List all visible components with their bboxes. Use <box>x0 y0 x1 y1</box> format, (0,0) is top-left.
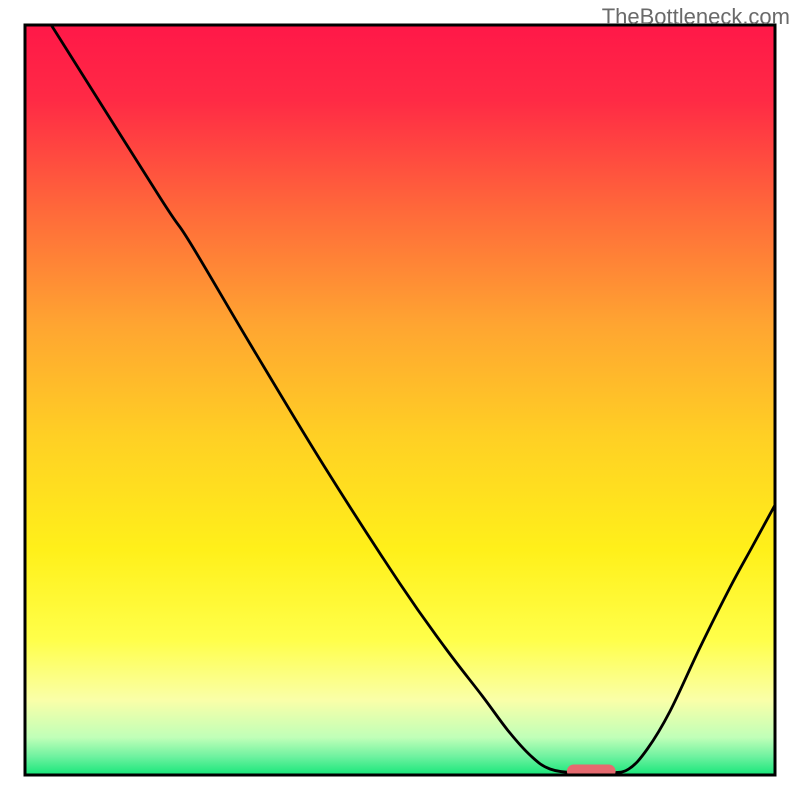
watermark-label: TheBottleneck.com <box>602 4 790 30</box>
bottleneck-chart: TheBottleneck.com <box>0 0 800 800</box>
plot-gradient-background <box>25 25 775 775</box>
chart-svg <box>0 0 800 800</box>
